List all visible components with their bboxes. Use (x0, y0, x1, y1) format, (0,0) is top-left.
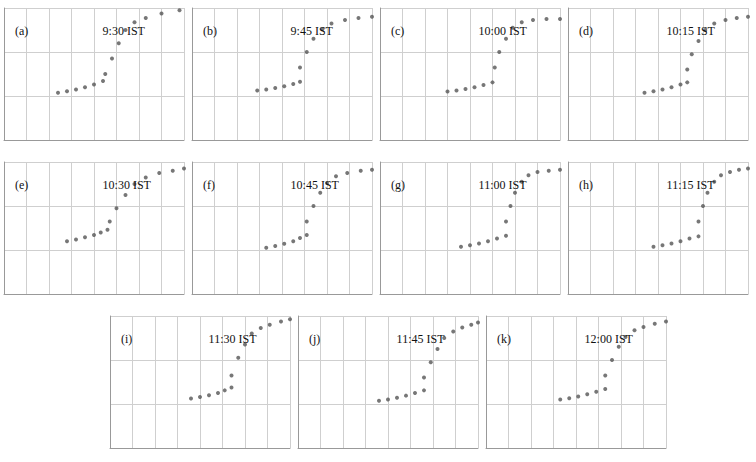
svg-text:10:45 IST: 10:45 IST (291, 178, 340, 192)
svg-text:10:00 IST: 10:00 IST (479, 24, 528, 38)
svg-text:(f): (f) (203, 178, 215, 192)
svg-text:11:15 IST: 11:15 IST (667, 178, 716, 192)
svg-text:(k): (k) (497, 332, 511, 346)
svg-text:12:00 IST: 12:00 IST (585, 332, 634, 346)
svg-text:10:30 IST: 10:30 IST (103, 178, 152, 192)
svg-text:(b): (b) (203, 24, 217, 38)
svg-text:(j): (j) (309, 332, 320, 346)
svg-text:11:45 IST: 11:45 IST (397, 332, 446, 346)
svg-text:10:15 IST: 10:15 IST (667, 24, 716, 38)
svg-text:(i): (i) (121, 332, 132, 346)
svg-text:(g): (g) (391, 178, 405, 192)
svg-text:(a): (a) (15, 24, 28, 38)
svg-text:11:30 IST: 11:30 IST (209, 332, 258, 346)
svg-text:9:45 IST: 9:45 IST (291, 24, 334, 38)
svg-text:(e): (e) (15, 178, 28, 192)
svg-text:(h): (h) (579, 178, 593, 192)
svg-text:(c): (c) (391, 24, 404, 38)
svg-text:(d): (d) (579, 24, 593, 38)
svg-text:9:30 IST: 9:30 IST (103, 24, 146, 38)
svg-text:11:00 IST: 11:00 IST (479, 178, 528, 192)
